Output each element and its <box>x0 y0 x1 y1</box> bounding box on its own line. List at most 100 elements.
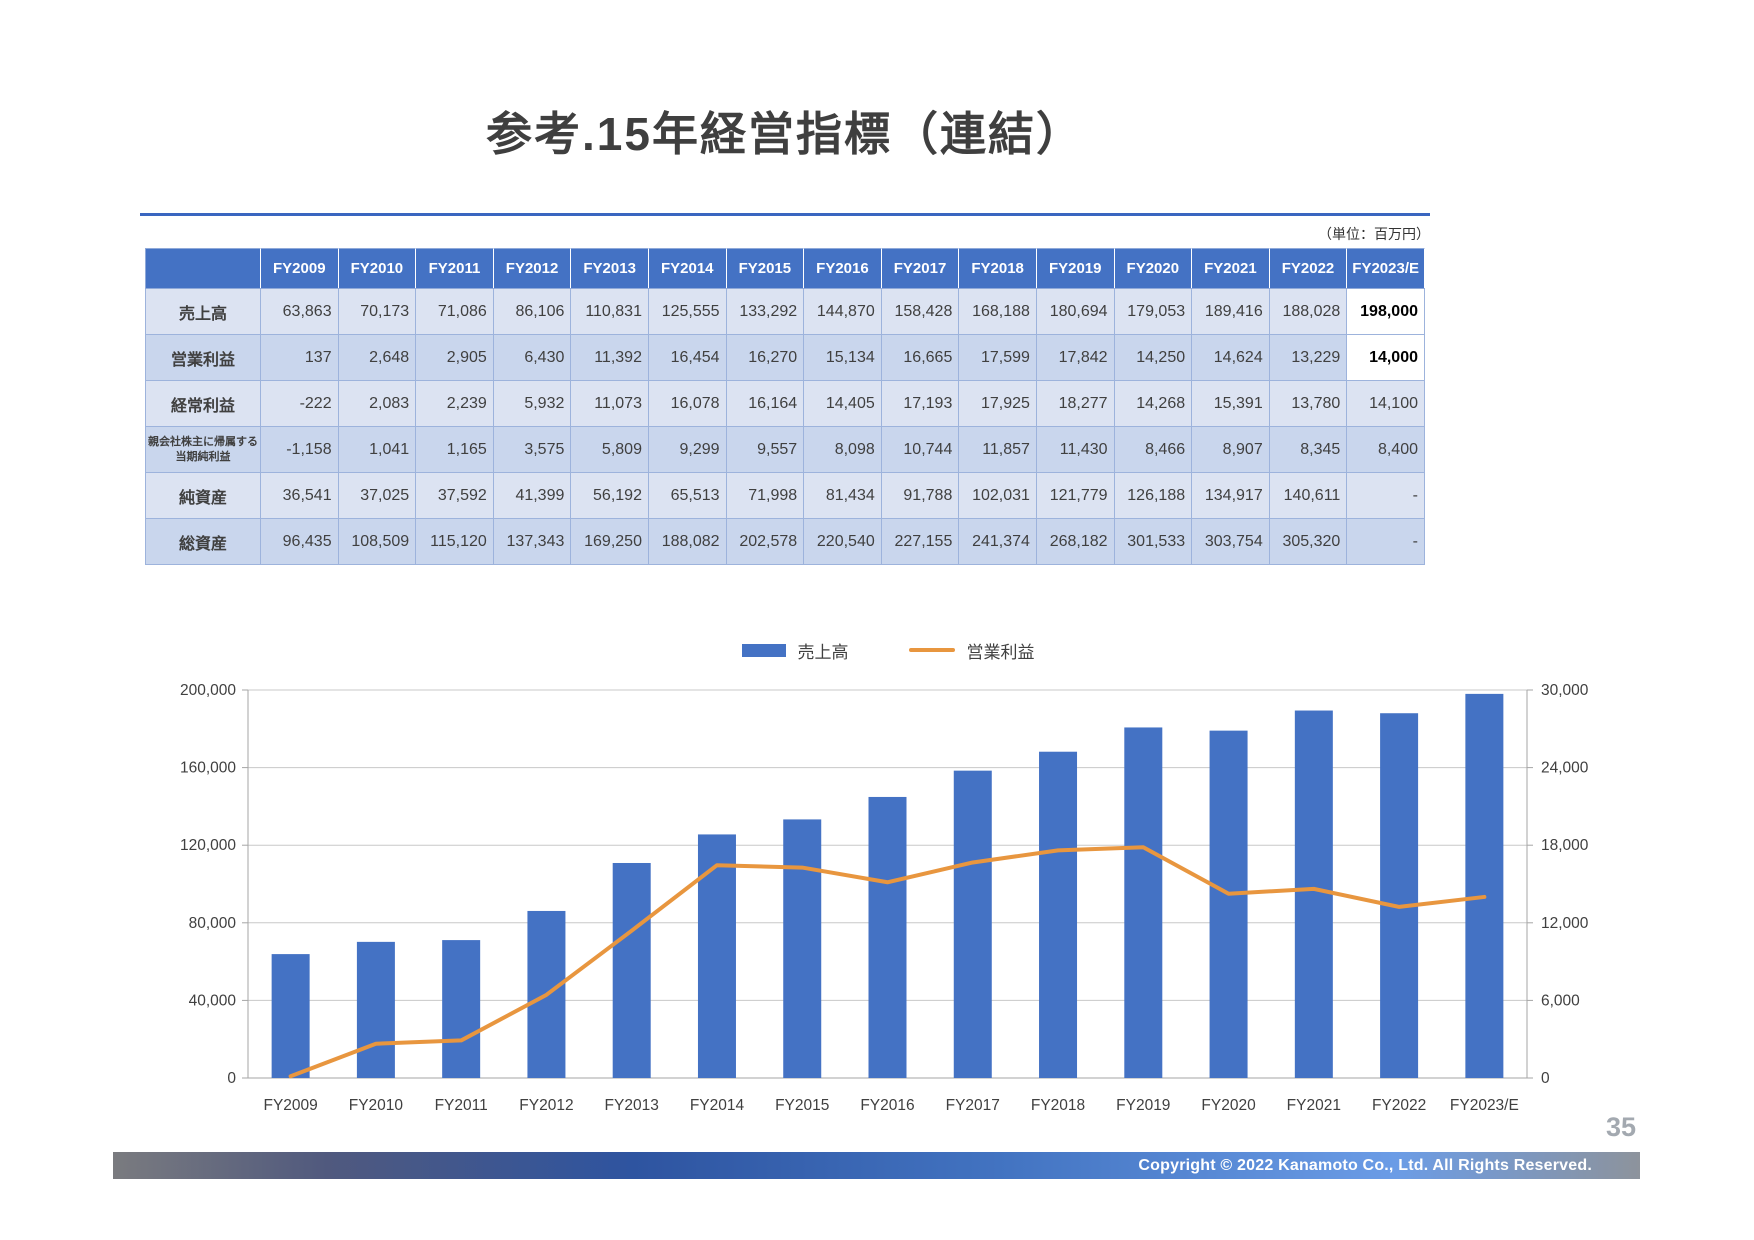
table-cell: 63,863 <box>260 288 339 335</box>
table-cell: 37,025 <box>337 472 417 519</box>
title-rule-divider <box>140 213 1430 216</box>
table-cell: 16,665 <box>880 334 960 381</box>
table-row: 純資産 36,541 37,025 37,592 41,399 56,192 65,513 7… <box>145 472 1425 519</box>
bar <box>1209 730 1248 1078</box>
table-cell: 14,000 <box>1346 334 1425 381</box>
table-cell: 5,932 <box>492 380 572 427</box>
table-cell: 8,098 <box>803 426 882 473</box>
table-cell: 13,229 <box>1268 334 1348 381</box>
chart-legend: 売上高 営業利益 <box>248 636 1528 664</box>
x-axis-label: FY2012 <box>519 1097 573 1114</box>
table-cell: 303,754 <box>1191 518 1270 565</box>
table-cell: 71,086 <box>415 288 494 335</box>
table-cell: - <box>1346 518 1425 565</box>
table-cell: 14,100 <box>1346 380 1425 427</box>
table-cell: 37,592 <box>415 472 494 519</box>
bar <box>612 862 651 1078</box>
table-year-header: FY2021 <box>1191 248 1270 289</box>
table-year-header: FY2013 <box>570 248 649 289</box>
table-row-label: 総資産 <box>145 518 261 565</box>
table-cell: 14,268 <box>1113 380 1193 427</box>
legend-line-label: 営業利益 <box>966 642 1035 662</box>
table-cell: 13,780 <box>1268 380 1348 427</box>
right-axis-label: 12,000 <box>1541 915 1589 932</box>
table-cell: 2,239 <box>415 380 494 427</box>
right-axis-label: 24,000 <box>1541 760 1589 777</box>
bar <box>442 940 481 1078</box>
left-axis-label: 120,000 <box>180 837 236 854</box>
table-cell: 8,400 <box>1346 426 1425 473</box>
legend-line-swatch <box>908 648 955 652</box>
table-row: 営業利益 137 2,648 2,905 6,430 11,392 16,454 16,270… <box>145 334 1425 381</box>
bar <box>356 941 395 1078</box>
table-row-label: 売上高 <box>145 288 261 335</box>
x-axis-label: FY2014 <box>690 1097 745 1114</box>
bar <box>271 954 310 1078</box>
table-cell: 8,907 <box>1191 426 1270 473</box>
right-axis-label: 30,000 <box>1541 682 1589 699</box>
table-cell: 2,083 <box>337 380 417 427</box>
table-cell: 96,435 <box>260 518 339 565</box>
table-cell: 17,925 <box>958 380 1037 427</box>
footer-bar: Copyright © 2022 Kanamoto Co., Ltd. All … <box>113 1152 1640 1179</box>
table-cell: 301,533 <box>1113 518 1193 565</box>
table-cell: 168,188 <box>958 288 1037 335</box>
table-cell: 18,277 <box>1035 380 1115 427</box>
table-cell: 227,155 <box>880 518 960 565</box>
bar <box>868 796 907 1078</box>
table-cell: 1,165 <box>415 426 494 473</box>
table-cell: 2,905 <box>415 334 494 381</box>
table-cell: 140,611 <box>1268 472 1348 519</box>
table-year-header: FY2023/E <box>1346 248 1425 289</box>
table-year-header: FY2011 <box>415 248 494 289</box>
table-year-header: FY2017 <box>880 248 960 289</box>
table-cell: 3,575 <box>492 426 572 473</box>
table-cell: 86,106 <box>492 288 572 335</box>
table-year-header: FY2012 <box>492 248 572 289</box>
left-axis-label: 0 <box>227 1070 236 1087</box>
table-cell: - <box>1346 472 1425 519</box>
combo-chart: 0 0 40,000 6,000 80,000 12,000 120,000 18,000 16… <box>180 682 1589 1114</box>
table-cell: 15,391 <box>1191 380 1270 427</box>
table-cell: 202,578 <box>725 518 805 565</box>
left-axis-label: 200,000 <box>180 682 236 699</box>
table-cell: 121,779 <box>1035 472 1115 519</box>
table-cell: 189,416 <box>1191 288 1270 335</box>
right-axis-label: 6,000 <box>1541 992 1580 1009</box>
table-row-label: 経常利益 <box>145 380 261 427</box>
table-year-header: FY2010 <box>337 248 417 289</box>
left-axis-label: 40,000 <box>189 992 237 1009</box>
table-cell: 137,343 <box>492 518 572 565</box>
table-row: 親会社株主に帰属する当期純利益 -1,158 1,041 1,165 3,575 5,80… <box>145 426 1425 473</box>
table-cell: 16,270 <box>725 334 805 381</box>
table-cell: 16,078 <box>647 380 727 427</box>
table-cell: 81,434 <box>803 472 882 519</box>
table-row: 総資産 96,435 108,509 115,120 137,343 169,250 188… <box>145 518 1425 565</box>
table-cell: 169,250 <box>570 518 649 565</box>
table-cell: 180,694 <box>1035 288 1115 335</box>
table-corner-cell <box>145 248 261 289</box>
bar <box>953 770 992 1078</box>
x-axis-label: FY2015 <box>775 1097 829 1114</box>
unit-note: （単位：百万円） <box>1318 226 1430 242</box>
table-cell: 110,831 <box>570 288 649 335</box>
table-cell: 137 <box>260 334 339 381</box>
table-cell: 115,120 <box>415 518 494 565</box>
page-title: 参考.15年経営指標（連結） <box>486 108 1084 160</box>
page-number: 35 <box>1605 1112 1636 1142</box>
table-cell: 91,788 <box>880 472 960 519</box>
table-year-header: FY2014 <box>647 248 727 289</box>
bar <box>697 834 736 1078</box>
x-axis-label: FY2022 <box>1372 1097 1426 1114</box>
table-cell: 11,430 <box>1035 426 1115 473</box>
table-cell: 36,541 <box>260 472 339 519</box>
table-cell: 16,454 <box>647 334 727 381</box>
table-cell: 8,466 <box>1113 426 1193 473</box>
table-cell: 125,555 <box>647 288 727 335</box>
table-cell: 11,857 <box>958 426 1037 473</box>
table-year-header: FY2022 <box>1268 248 1348 289</box>
table-year-header: FY2016 <box>803 248 882 289</box>
bar <box>1465 693 1504 1078</box>
table-cell: 56,192 <box>570 472 649 519</box>
table-cell: 305,320 <box>1268 518 1348 565</box>
